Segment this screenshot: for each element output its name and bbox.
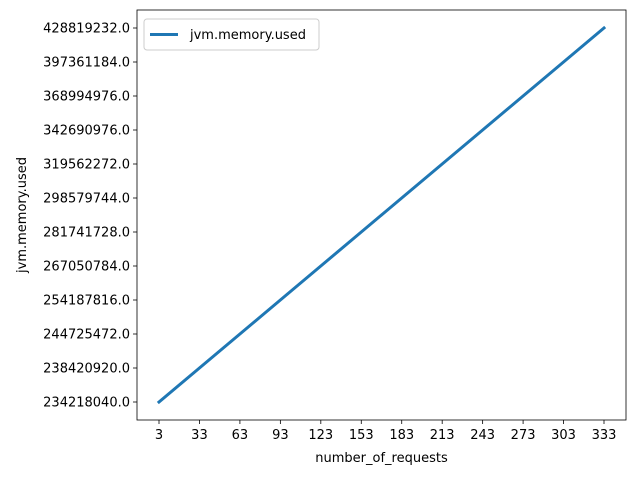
x-axis-ticks: 3 33 63 93 123 153 183 213 243 273 303 333 xyxy=(155,420,617,443)
y-tick-label: 238420920.0 xyxy=(43,362,130,377)
x-tick-label: 183 xyxy=(389,428,414,443)
x-tick-label: 123 xyxy=(308,428,333,443)
legend-label: jvm.memory.used xyxy=(189,28,306,43)
x-tick-label: 63 xyxy=(232,428,249,443)
series-line xyxy=(156,25,607,405)
y-tick-label: 244725472.0 xyxy=(43,328,130,343)
y-tick-label: 368994976.0 xyxy=(43,90,130,105)
x-tick-label: 333 xyxy=(592,428,617,443)
y-tick-label: 298579744.0 xyxy=(43,192,130,207)
x-tick-label: 33 xyxy=(191,428,208,443)
x-tick-label: 93 xyxy=(272,428,289,443)
y-tick-label: 254187816.0 xyxy=(43,294,130,309)
x-tick-label: 303 xyxy=(551,428,576,443)
y-axis-ticks: 234218040.0 238420920.0 244725472.0 2541878… xyxy=(43,22,137,411)
x-tick-label: 213 xyxy=(430,428,455,443)
y-axis-label: jvm.memory.used xyxy=(15,157,30,274)
y-tick-label: 319562272.0 xyxy=(43,158,130,173)
legend: jvm.memory.used xyxy=(143,18,320,51)
y-tick-label: 281741728.0 xyxy=(43,226,130,241)
y-tick-label: 342690976.0 xyxy=(43,124,130,139)
x-tick-label: 243 xyxy=(470,428,495,443)
legend-box xyxy=(143,18,320,51)
x-tick-label: 153 xyxy=(349,428,374,443)
x-axis-label: number_of_requests xyxy=(315,451,448,466)
plot-frame xyxy=(136,9,627,421)
y-tick-label: 428819232.0 xyxy=(43,22,130,37)
y-tick-label: 397361184.0 xyxy=(43,56,130,71)
y-tick-label: 234218040.0 xyxy=(43,396,130,411)
series-layer xyxy=(156,25,607,405)
x-tick-label: 273 xyxy=(511,428,536,443)
x-tick-label: 3 xyxy=(155,428,163,443)
y-tick-label: 267050784.0 xyxy=(43,260,130,275)
